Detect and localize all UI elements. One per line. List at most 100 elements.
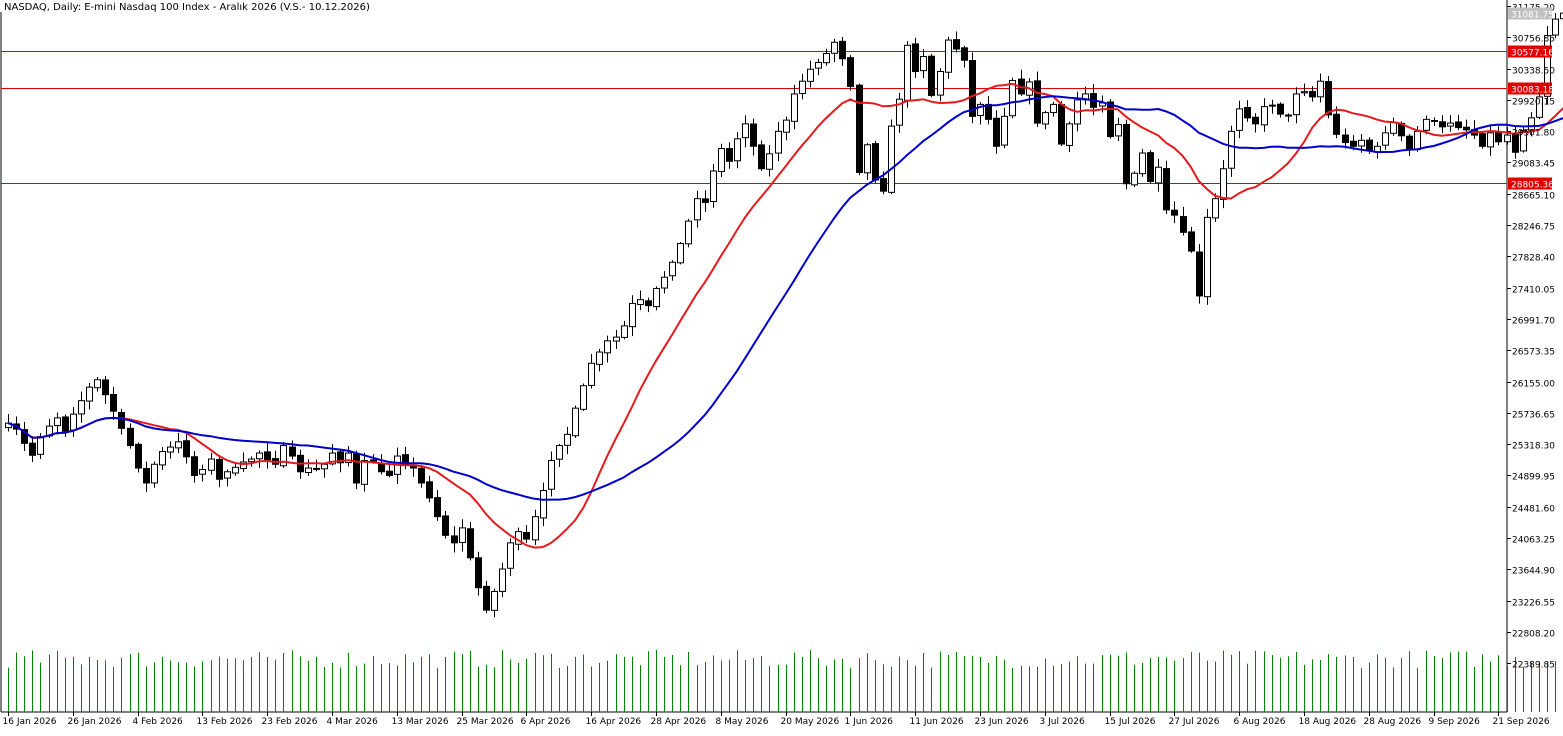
candle-up: [176, 442, 182, 448]
candle-down: [476, 558, 482, 588]
candle-down: [954, 40, 960, 49]
candle-down: [1480, 134, 1486, 147]
candle-down: [873, 144, 879, 180]
candle-down: [913, 44, 919, 72]
candle-down: [144, 468, 150, 482]
candle-up: [905, 45, 911, 100]
candle-down: [1326, 82, 1332, 115]
candle-down: [217, 460, 223, 480]
candle-down: [265, 452, 271, 460]
candle-down: [1407, 136, 1413, 149]
y-tick-label: 29083.45: [1512, 160, 1555, 170]
candle-up: [622, 326, 628, 338]
candle-up: [1132, 173, 1138, 185]
candle-up: [565, 434, 571, 445]
candle-up: [549, 461, 555, 490]
candle-down: [435, 498, 441, 517]
x-tick-label: 26 Jan 2026: [68, 717, 122, 727]
candle-up: [79, 401, 85, 414]
candle-down: [63, 417, 69, 431]
x-tick-label: 13 Mar 2026: [392, 717, 449, 727]
candle-down: [452, 536, 458, 543]
candle-down: [646, 301, 652, 306]
x-tick-label: 13 Feb 2026: [197, 717, 253, 727]
candle-down: [111, 395, 117, 412]
candle-down: [128, 428, 134, 445]
candle-down: [1496, 132, 1502, 142]
candle-up: [824, 54, 830, 63]
candle-up: [1002, 116, 1008, 145]
candle-up: [168, 447, 174, 452]
candle-down: [468, 529, 474, 558]
candle-up: [1051, 104, 1057, 112]
candle-up: [55, 418, 61, 426]
candle-down: [354, 454, 360, 483]
x-tick-label: 6 Apr 2026: [521, 717, 571, 727]
candle-down: [290, 447, 296, 456]
current-price-label: 31081.75: [1511, 11, 1554, 21]
x-tick-label: 9 Sep 2026: [1429, 717, 1481, 727]
candle-up: [695, 199, 701, 220]
candle-down: [1172, 210, 1178, 215]
candle-up: [160, 452, 166, 465]
x-tick-label: 11 Jun 2026: [910, 717, 964, 727]
y-tick-label: 24899.95: [1512, 473, 1555, 483]
candle-down: [443, 516, 449, 535]
y-tick-label: 26573.35: [1512, 348, 1555, 358]
y-tick-label: 28246.75: [1512, 223, 1555, 233]
x-tick-label: 16 Apr 2026: [586, 717, 642, 727]
x-tick-label: 21 Sep 2026: [1493, 717, 1550, 727]
candle-up: [1415, 131, 1421, 149]
candle-up: [638, 300, 644, 305]
candle-up: [249, 459, 255, 462]
candle-down: [1278, 104, 1284, 114]
candle-down: [1181, 217, 1187, 233]
candle-down: [881, 179, 887, 192]
x-tick-label: 4 Mar 2026: [327, 717, 379, 727]
candle-up: [1270, 105, 1276, 106]
candle-down: [962, 48, 968, 60]
candle-up: [581, 386, 587, 410]
x-tick-label: 18 Aug 2026: [1299, 717, 1357, 727]
candle-up: [1294, 94, 1300, 115]
candle-up: [71, 414, 77, 430]
candle-up: [95, 380, 101, 388]
level-label: 28805.36: [1511, 181, 1554, 191]
candle-down: [1164, 169, 1170, 210]
x-tick-label: 15 Jul 2026: [1105, 717, 1156, 727]
candle-up: [1383, 133, 1389, 145]
candle-up: [719, 149, 725, 172]
candle-down: [929, 56, 935, 95]
candle-up: [492, 591, 498, 610]
candle-up: [209, 459, 215, 470]
candle-up: [735, 139, 741, 161]
candle-up: [1553, 19, 1559, 35]
candle-down: [703, 199, 709, 203]
candle-down: [1456, 122, 1462, 128]
candle-up: [832, 42, 838, 53]
candle-down: [848, 58, 854, 87]
candle-down: [192, 457, 198, 476]
candle-up: [1221, 169, 1227, 200]
candle-down: [1464, 127, 1470, 130]
candle-up: [678, 244, 684, 263]
x-tick-label: 16 Jan 2026: [3, 717, 57, 727]
candle-up: [1302, 92, 1308, 93]
candle-down: [1124, 124, 1130, 183]
candle-up: [816, 63, 822, 69]
candle-up: [1488, 133, 1494, 147]
candle-up: [1505, 135, 1511, 142]
candle-up: [597, 352, 603, 364]
candle-down: [1367, 140, 1373, 151]
candle-down: [30, 443, 36, 455]
candle-up: [1205, 217, 1211, 296]
candle-up: [711, 171, 717, 202]
candle-up: [1391, 122, 1397, 133]
candle-up: [776, 131, 782, 153]
x-tick-label: 6 Aug 2026: [1234, 717, 1286, 727]
candle-up: [800, 81, 806, 93]
level-label: 30577.16: [1511, 49, 1554, 59]
candle-up: [792, 94, 798, 121]
candle-down: [387, 471, 393, 475]
y-tick-label: 30338.50: [1512, 67, 1555, 77]
